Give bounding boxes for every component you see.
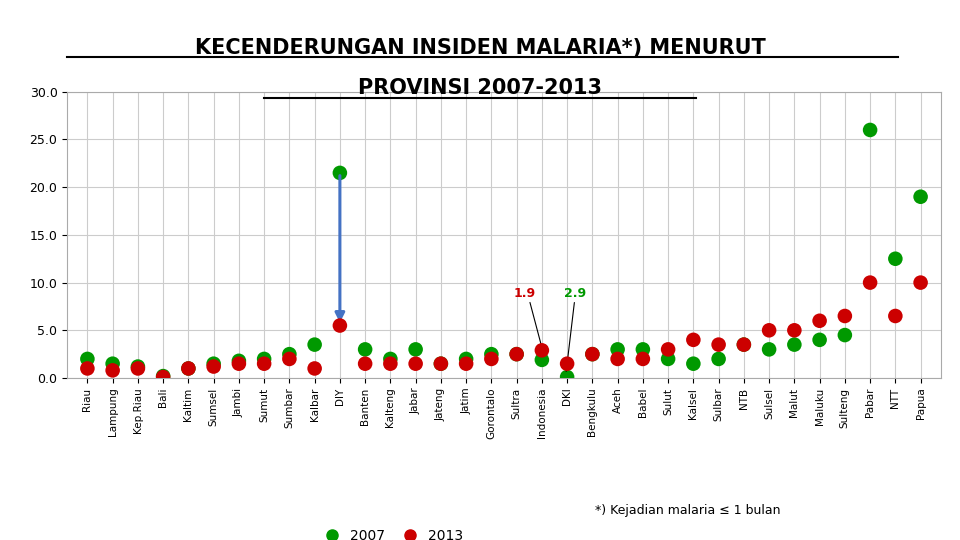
Text: *) Kejadian malaria ≤ 1 bulan: *) Kejadian malaria ≤ 1 bulan [595,504,780,517]
Point [560,373,575,381]
Point [459,360,474,368]
Point [156,373,171,381]
Point [231,356,247,365]
Legend: 2007, 2013: 2007, 2013 [312,523,468,540]
Point [534,355,549,364]
Text: PROVINSI 2007-2013: PROVINSI 2007-2013 [358,78,602,98]
Point [913,192,928,201]
Point [231,360,247,368]
Point [888,312,903,320]
Point [332,168,348,177]
Point [307,364,323,373]
Point [761,326,777,335]
Point [383,355,398,363]
Point [484,355,499,363]
Point [610,345,625,354]
Point [636,355,651,363]
Point [131,364,146,373]
Point [180,364,196,373]
Point [80,355,95,363]
Point [862,278,877,287]
Point [484,350,499,359]
Text: 2.9: 2.9 [564,287,586,300]
Point [357,345,372,354]
Point [206,362,222,371]
Point [736,340,752,349]
Point [256,355,272,363]
Point [685,335,701,344]
Point [534,346,549,355]
Point [761,345,777,354]
Point [660,355,676,363]
Point [509,350,524,359]
Point [636,345,651,354]
Point [408,360,423,368]
Point [459,355,474,363]
Point [105,366,120,375]
Point [786,326,802,335]
Point [812,316,828,325]
Text: 1.9: 1.9 [514,287,536,300]
Point [383,360,398,368]
Point [509,350,524,359]
Point [711,340,727,349]
Point [585,350,600,359]
Point [357,360,372,368]
Point [408,345,423,354]
Point [711,355,727,363]
Point [332,321,348,330]
Point [105,360,120,368]
Point [256,360,272,368]
Point [812,335,828,344]
Point [560,360,575,368]
Point [786,340,802,349]
Text: KECENDERUNGAN INSIDEN MALARIA*) MENURUT: KECENDERUNGAN INSIDEN MALARIA*) MENURUT [195,38,765,58]
Point [156,372,171,380]
Point [281,355,297,363]
Point [206,360,222,368]
Point [913,278,928,287]
Point [660,345,676,354]
Point [585,350,600,359]
Point [307,340,323,349]
Point [837,330,852,340]
Point [180,364,196,373]
Point [131,362,146,371]
Point [888,254,903,263]
Point [685,360,701,368]
Point [736,340,752,349]
Point [862,126,877,134]
Point [433,360,448,368]
Point [837,312,852,320]
Point [80,364,95,373]
Point [281,350,297,359]
Point [433,360,448,368]
Point [610,355,625,363]
